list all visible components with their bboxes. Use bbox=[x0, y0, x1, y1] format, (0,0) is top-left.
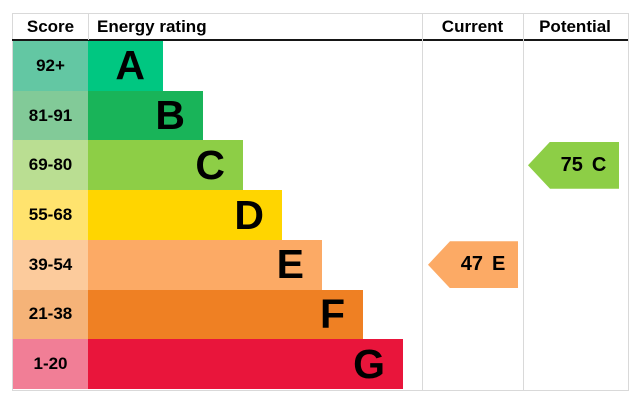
header-energy-rating: Energy rating bbox=[97, 17, 207, 36]
band-bar-b: B bbox=[88, 90, 203, 141]
chart-header-row: Score Energy rating Current Potential bbox=[13, 14, 627, 39]
potential-column-divider bbox=[523, 13, 524, 390]
chart-table-border bbox=[12, 13, 629, 391]
epc-band-row-g: 1-20 G bbox=[13, 339, 627, 390]
score-column-divider bbox=[88, 13, 89, 40]
score-range-d: 55-68 bbox=[13, 190, 88, 240]
header-score: Score bbox=[26, 17, 75, 36]
band-bar-d: D bbox=[88, 190, 282, 240]
epc-band-row-b: 81-91 B bbox=[13, 90, 627, 141]
current-rating-value: 47 bbox=[460, 253, 483, 276]
score-range-c: 69-80 bbox=[13, 140, 88, 191]
current-rating-arrow: 47 E bbox=[428, 241, 518, 289]
epc-band-rows: 92+ A 81-91 B 69-80 C 55-68 D 39-54 E 21-38 F 1-20 G bbox=[13, 41, 627, 390]
epc-band-row-d: 55-68 D bbox=[13, 190, 627, 240]
header-potential: Potential bbox=[539, 17, 611, 36]
score-range-g: 1-20 bbox=[13, 339, 88, 390]
epc-band-row-f: 21-38 F bbox=[13, 289, 627, 340]
band-bar-c: C bbox=[88, 140, 243, 191]
header-current: Current bbox=[441, 17, 504, 36]
current-column-divider bbox=[422, 13, 423, 390]
header-underline bbox=[12, 39, 628, 41]
band-bar-e: E bbox=[88, 239, 322, 290]
score-range-e: 39-54 bbox=[13, 239, 88, 290]
band-bar-a: A bbox=[88, 41, 163, 91]
potential-rating-band: C bbox=[591, 153, 607, 176]
epc-band-row-a: 92+ A bbox=[13, 41, 627, 91]
band-bar-f: F bbox=[88, 289, 363, 340]
band-bar-g: G bbox=[88, 339, 403, 390]
score-range-b: 81-91 bbox=[13, 90, 88, 141]
potential-rating-value: 75 bbox=[560, 153, 583, 176]
current-rating-band: E bbox=[491, 253, 506, 276]
epc-band-row-e: 39-54 E bbox=[13, 239, 627, 290]
epc-band-row-c: 69-80 C bbox=[13, 140, 627, 191]
score-range-a: 92+ bbox=[13, 41, 88, 91]
potential-rating-arrow: 75 C bbox=[528, 141, 619, 189]
score-range-f: 21-38 bbox=[13, 289, 88, 340]
